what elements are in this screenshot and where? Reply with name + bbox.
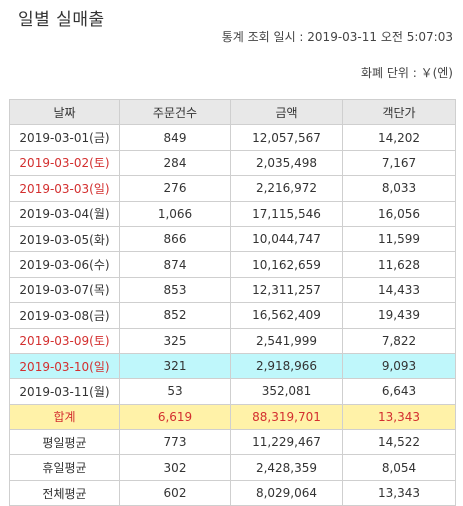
table-row[interactable]: 2019-03-04(월) 1,066 17,115,546 16,056 [9, 200, 456, 227]
header-amount: 금액 [230, 98, 343, 126]
page-title: 일별 실매출 [18, 10, 105, 30]
average-amount: 11,229,467 [230, 429, 343, 456]
total-orders: 6,619 [119, 403, 231, 431]
total-amount: 88,319,701 [230, 403, 343, 431]
cell-avg-price: 14,202 [342, 124, 456, 151]
daily-sales-table: 날짜 주문건수 금액 객단가 2019-03-01(금) 849 12,057,56… [9, 98, 456, 506]
cell-avg-price: 9,093 [342, 352, 456, 380]
cell-amount: 352,081 [230, 378, 343, 405]
total-avg-price: 13,343 [342, 403, 456, 431]
average-avg-price: 14,522 [342, 429, 456, 456]
table-header-row: 날짜 주문건수 금액 객단가 [9, 98, 456, 126]
cell-avg-price: 7,822 [342, 327, 456, 354]
cell-amount: 12,311,257 [230, 276, 343, 304]
header-avg-price: 객단가 [342, 98, 456, 126]
table-row[interactable]: 2019-03-01(금) 849 12,057,567 14,202 [9, 124, 456, 151]
table-row[interactable]: 2019-03-02(토) 284 2,035,498 7,167 [9, 149, 456, 177]
cell-date: 2019-03-05(화) [9, 225, 120, 253]
cell-amount: 10,162,659 [230, 251, 343, 278]
average-row: 휴일평균 302 2,428,359 8,054 [9, 454, 456, 481]
cell-date: 2019-03-03(일) [9, 175, 120, 202]
table-row[interactable]: 2019-03-07(목) 853 12,311,257 14,433 [9, 276, 456, 304]
cell-amount: 2,216,972 [230, 175, 343, 202]
total-row: 합계 6,619 88,319,701 13,343 [9, 403, 456, 431]
cell-orders: 849 [119, 124, 231, 151]
cell-amount: 2,035,498 [230, 149, 343, 177]
average-label: 휴일평균 [9, 454, 120, 481]
cell-avg-price: 11,628 [342, 251, 456, 278]
cell-orders: 1,066 [119, 200, 231, 227]
cell-date: 2019-03-11(월) [9, 378, 120, 405]
cell-avg-price: 14,433 [342, 276, 456, 304]
query-timestamp: 통계 조회 일시 : 2019-03-11 오전 5:07:03 [221, 30, 453, 44]
cell-avg-price: 16,056 [342, 200, 456, 227]
average-row: 전체평균 602 8,029,064 13,343 [9, 479, 456, 506]
cell-avg-price: 7,167 [342, 149, 456, 177]
average-avg-price: 8,054 [342, 454, 456, 481]
cell-avg-price: 6,643 [342, 378, 456, 405]
cell-amount: 17,115,546 [230, 200, 343, 227]
cell-orders: 866 [119, 225, 231, 253]
average-label: 평일평균 [9, 429, 120, 456]
header-orders: 주문건수 [119, 98, 231, 126]
cell-orders: 284 [119, 149, 231, 177]
cell-orders: 321 [119, 352, 231, 380]
table-row[interactable]: 2019-03-03(일) 276 2,216,972 8,033 [9, 175, 456, 202]
average-orders: 773 [119, 429, 231, 456]
cell-date: 2019-03-08(금) [9, 302, 120, 329]
cell-avg-price: 8,033 [342, 175, 456, 202]
cell-amount: 16,562,409 [230, 302, 343, 329]
average-row: 평일평균 773 11,229,467 14,522 [9, 429, 456, 456]
cell-orders: 325 [119, 327, 231, 354]
cell-amount: 2,918,966 [230, 352, 343, 380]
average-label: 전체평균 [9, 479, 120, 506]
table-row[interactable]: 2019-03-11(월) 53 352,081 6,643 [9, 378, 456, 405]
cell-avg-price: 11,599 [342, 225, 456, 253]
cell-amount: 12,057,567 [230, 124, 343, 151]
cell-date: 2019-03-02(토) [9, 149, 120, 177]
cell-orders: 874 [119, 251, 231, 278]
cell-orders: 852 [119, 302, 231, 329]
table-row[interactable]: 2019-03-08(금) 852 16,562,409 19,439 [9, 302, 456, 329]
table-row[interactable]: 2019-03-05(화) 866 10,044,747 11,599 [9, 225, 456, 253]
average-avg-price: 13,343 [342, 479, 456, 506]
header-date: 날짜 [9, 98, 120, 126]
cell-orders: 53 [119, 378, 231, 405]
cell-date: 2019-03-06(수) [9, 251, 120, 278]
table-row[interactable]: 2019-03-06(수) 874 10,162,659 11,628 [9, 251, 456, 278]
cell-orders: 276 [119, 175, 231, 202]
average-orders: 302 [119, 454, 231, 481]
cell-avg-price: 19,439 [342, 302, 456, 329]
cell-orders: 853 [119, 276, 231, 304]
cell-date: 2019-03-04(월) [9, 200, 120, 227]
table-row[interactable]: 2019-03-10(일) 321 2,918,966 9,093 [9, 352, 456, 380]
table-row[interactable]: 2019-03-09(토) 325 2,541,999 7,822 [9, 327, 456, 354]
average-amount: 2,428,359 [230, 454, 343, 481]
cell-date: 2019-03-07(목) [9, 276, 120, 304]
cell-amount: 2,541,999 [230, 327, 343, 354]
average-amount: 8,029,064 [230, 479, 343, 506]
cell-date: 2019-03-09(토) [9, 327, 120, 354]
cell-date: 2019-03-10(일) [9, 352, 120, 380]
total-label: 합계 [9, 403, 120, 431]
currency-unit: 화폐 단위 : ￥(엔) [360, 66, 453, 80]
average-orders: 602 [119, 479, 231, 506]
cell-date: 2019-03-01(금) [9, 124, 120, 151]
cell-amount: 10,044,747 [230, 225, 343, 253]
